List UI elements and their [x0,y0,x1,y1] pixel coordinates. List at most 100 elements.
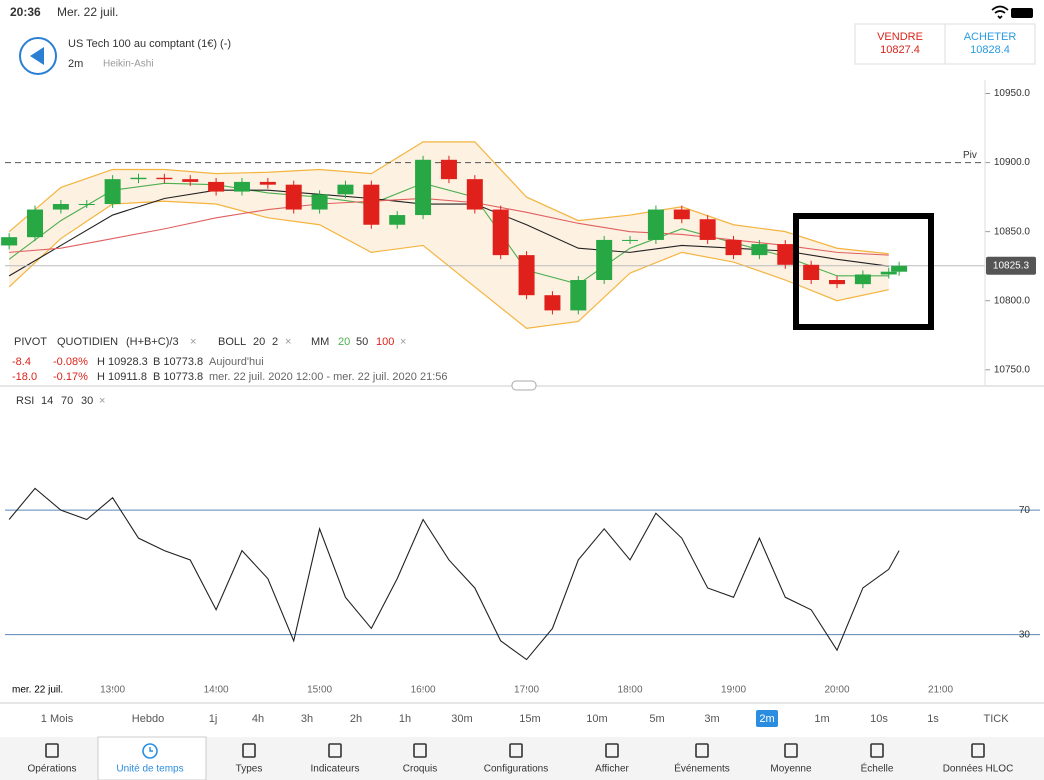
timeframe-highlight [756,710,778,727]
back-arrow [30,47,44,65]
toolbar-button[interactable]: Événements [674,762,730,775]
bars: 1 Mois Hebdo 1j 4h 3h 2h 1h 30m 15m 10m 5m 3m 2m 1m 10… [28,710,1014,780]
candle [622,239,639,241]
toolbar-button[interactable]: Indicateurs [311,764,360,775]
candle [27,209,44,238]
toolbar-button[interactable]: Types [236,764,263,775]
x-tick-label: 18:00 [618,685,643,696]
x-tick-label: 13:00 [100,685,125,696]
timeframe-button[interactable]: 2m [759,713,774,725]
timeframe-button[interactable]: 1h [399,713,411,725]
last-price-label: 10825.3 [993,260,1030,271]
timeframe-button[interactable]: 10m [586,713,607,725]
candle [130,177,147,180]
toolbar-button[interactable]: Données HLOC [943,764,1014,775]
timeframe-button[interactable]: 30m [451,713,472,725]
close-icon[interactable]: × [285,336,291,348]
toolbar-icon [45,743,59,758]
candle [389,215,406,225]
toolbar-icon [142,743,158,759]
toolbar-icon [413,743,427,758]
timeframe-button[interactable]: 4h [252,713,264,725]
timeframe-button[interactable]: 1s [927,713,939,725]
candle [78,204,95,206]
x-tick-label: 14:00 [204,685,229,696]
toolbar-icon [870,743,884,758]
candle [891,265,908,272]
y-tick-label: 70 [1019,505,1031,516]
legend-text: (H+B+C)/3 [126,336,179,348]
timeframe-button[interactable]: 10s [870,713,888,725]
x-tick-label: 17:00 [514,685,539,696]
close-icon[interactable]: × [190,336,196,348]
chart-style: Heikin-Ashi [103,59,154,70]
legend-text: -0.17% [53,371,88,383]
legend-text: 14 [41,395,53,407]
candle [311,194,328,210]
toolbar-icon [971,743,985,758]
candle [596,239,613,280]
candle [466,179,483,210]
toolbar-icon [509,743,523,758]
candle [829,280,846,285]
legend-text: QUOTIDIEN [57,336,118,348]
candle [725,239,742,256]
timeframe-button[interactable]: 2h [350,713,362,725]
toolbar-button[interactable]: Échelle [861,762,894,775]
candle [208,181,225,192]
candle [156,177,173,180]
resize-handle[interactable] [511,380,537,391]
toolbar-button[interactable]: Opérations [28,764,77,775]
moving-average [9,197,889,256]
timeframe-button[interactable]: 1j [209,713,218,725]
legend-text: 30 [81,395,93,407]
pivot-label: Piv [963,150,977,161]
instrument-title: US Tech 100 au comptant (1€) (-) [68,38,231,50]
y-tick-label: 10950.0 [994,88,1031,99]
toolbar-icon [328,743,342,758]
buy-price[interactable]: 10828.4 [970,44,1010,56]
last-price-box [986,256,1036,275]
toolbar-button[interactable]: Moyenne [770,764,812,775]
x-tick-label: 21:00 [928,685,953,696]
timeframe-button[interactable]: 15m [519,713,540,725]
toolbar-icon [242,743,256,758]
wifi-icon [991,5,1009,20]
legend-text: H 10928.3 [97,356,148,368]
candle [777,244,794,265]
x-date-label: mer. 22 juil. [12,685,63,696]
candle [182,179,199,182]
legend-text: 20 [253,336,265,348]
timeframe-button[interactable]: 3m [704,713,719,725]
sell-label[interactable]: VENDRE [877,31,923,43]
x-tick-label: 16:00 [411,685,436,696]
toolbar-button[interactable]: Unité de temps [116,764,183,775]
timeframe-button[interactable]: Hebdo [132,713,164,725]
timeframe-button[interactable]: TICK [983,713,1009,725]
legend-text: 20 [338,336,350,348]
legend-text: 2 [272,336,278,348]
toolbar-button[interactable]: Configurations [484,764,548,775]
sell-price[interactable]: 10827.4 [880,44,920,56]
status-date: Mer. 22 juil. [57,5,118,19]
buy-label[interactable]: ACHETER [964,31,1017,43]
close-icon[interactable]: × [99,395,105,407]
toolbar-button[interactable]: Afficher [595,764,629,775]
moving-average [8,189,889,277]
legend-text: H 10911.8 [97,371,147,383]
y-tick-label: 30 [1019,629,1031,640]
toolbar-icon [784,743,798,758]
legend-text: mer. 22 juil. 2020 12:00 - mer. 22 juil.… [209,371,448,383]
candle [415,159,432,216]
timeframe-button[interactable]: 3h [301,713,313,725]
legend-text: RSI [16,395,34,407]
timeframe-button[interactable]: 1 Mois [41,713,74,725]
close-icon[interactable]: × [400,336,406,348]
candle [518,255,535,296]
toolbar-button[interactable]: Croquis [403,764,437,775]
timeframe-button[interactable]: 1m [814,713,829,725]
band-fill [9,141,889,329]
timeframe-button[interactable]: 5m [649,713,664,725]
legend-text: BOLL [218,336,246,348]
